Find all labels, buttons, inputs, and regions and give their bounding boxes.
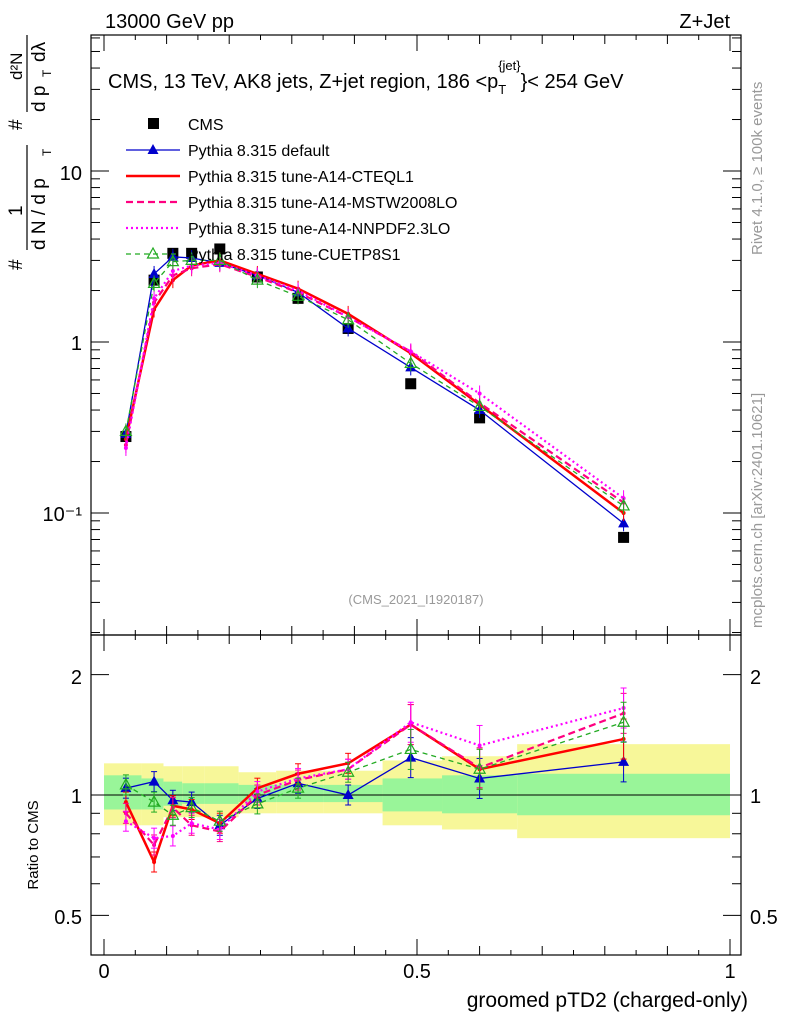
ylabel-T2: T [40,69,54,77]
ratio-point-cuetp-6 [291,780,305,793]
ratio-point-cuetp-8 [404,742,418,755]
legend-marker-data [148,118,159,129]
series-group [119,243,631,873]
ratio-point-cuetp-10 [617,715,631,727]
ratio-point-cteql1-1 [152,859,157,864]
point-cuetp-5 [250,272,264,285]
ratio-point-cuetp-0 [119,777,133,790]
ytick-ratio-1: 1 [71,786,82,808]
band-inner-7 [323,784,383,803]
ratio-point-cuetp-5 [250,796,264,809]
point-cuetp-6 [291,289,305,301]
ylabel-dpT: d p [29,86,50,112]
legend-marker-default [147,144,159,154]
point-default-1 [148,267,160,278]
ylabel-dN: d N / d p [29,178,50,250]
analysis-watermark: (CMS_2021_I1920187) [348,592,483,607]
ytick-ratio-05: 0.5 [54,907,82,929]
ratio-point-nnpdf-1 [152,836,157,841]
point-cuetp-10 [617,498,631,511]
legend-label-default: Pythia 8.315 default [188,143,330,160]
point-cuetp-9 [473,399,487,412]
line-default [125,256,624,524]
ytick-main-10: 10 [60,163,82,185]
point-cuetp-4 [213,253,227,266]
point-nnpdf-2 [170,269,175,274]
ytick-ratio-right-2: 2 [750,667,761,689]
ylabel-T: T [40,148,54,156]
axes [91,35,741,955]
line-nnpdf [124,261,625,500]
ytick-main-01: 10⁻¹ [43,504,83,526]
ratio-point-nnpdf-5 [255,789,260,794]
line-mstw [124,263,625,504]
point-nnpdf-9 [477,391,482,396]
main-ylabel: # 1 d N / d p T # d²N d p T dλ [6,35,54,270]
point-nnpdf-1 [152,296,157,301]
ratio-point-cuetp-1 [147,794,161,807]
line-cteql1 [124,259,625,514]
ylabel-dl: dλ [29,41,50,62]
header-right: Z+Jet [679,11,730,33]
ylabel-hash2: # [6,119,27,130]
mcplots-label: mcplots.cern.ch [arXiv:2401.10621] [749,393,766,628]
ratio-ylabel: Ratio to CMS [25,800,42,889]
point-cuetp-1 [147,276,161,289]
title-sub: T [498,82,506,97]
plot-title: CMS, 13 TeV, AK8 jets, Z+jet region, 186… [108,58,624,97]
title-sup: {jet} [498,58,521,73]
ratio-point-nnpdf-0 [123,819,128,824]
ratio-point-nnpdf-3 [189,821,194,826]
band-inner-3 [182,783,205,804]
data-point-8 [405,378,417,390]
ratio-point-cuetp-7 [341,764,355,777]
band-inner-0 [104,775,142,810]
title-end: }< 254 GeV [521,71,625,93]
ytick-ratio-2: 2 [71,667,82,689]
point-nnpdf-8 [408,349,413,354]
ratio-point-cuetp-2 [166,807,180,820]
ratio-point-cuetp-3 [185,800,199,813]
point-cuetp-2 [166,254,180,267]
ytick-ratio-right-05: 0.5 [750,907,778,929]
ytick-main-1: 1 [71,333,82,355]
point-nnpdf-0 [123,445,128,450]
ratio-point-cuetp-9 [473,761,487,774]
ylabel-d2N: d²N [7,53,26,80]
ratio-point-default-7 [342,789,354,799]
point-cuetp-7 [341,312,355,325]
ratio-point-cuetp-4 [213,813,227,826]
rivet-label: Rivet 4.1.0, ≥ 100k events [749,82,766,255]
xtick-0: 0 [98,961,109,983]
data-point-10 [618,531,630,543]
x-axis-label: groomed pTD2 (charged-only) [467,989,748,1012]
line-cuetp [125,259,624,507]
xtick-05: 0.5 [403,961,431,983]
legend-marker-cuetp [146,246,160,259]
legend-label-mstw: Pythia 8.315 tune-A14-MSTW2008LO [188,195,457,212]
ytick-ratio-right-1: 1 [750,786,761,808]
ratio-point-nnpdf-2 [170,833,175,838]
ratio-point-nnpdf-9 [477,743,482,748]
title-main: CMS, 13 TeV, AK8 jets, Z+jet region, 186… [108,71,498,93]
band-inner-4 [204,783,239,804]
point-cuetp-3 [185,253,199,266]
ratio-point-nnpdf-8 [408,720,413,725]
legend-label-nnpdf: Pythia 8.315 tune-A14-NNPDF2.3LO [188,221,450,238]
xtick-1: 1 [724,961,735,983]
data-point-4 [214,243,226,255]
point-cuetp-8 [404,356,418,368]
legend-label-cteql1: Pythia 8.315 tune-A14-CTEQL1 [188,169,414,186]
header-left: 13000 GeV pp [105,11,234,33]
ylabel-one: 1 [6,205,27,216]
ratio-point-default-1 [148,775,160,786]
legend-label-data: CMS [188,117,224,134]
ratio-point-default-10 [618,755,630,766]
legend: CMS Pythia 8.315 default Pythia 8.315 tune… [126,117,457,264]
ylabel-hash: # [6,259,27,270]
point-cuetp-0 [119,424,133,437]
point-default-10 [618,517,630,528]
legend-label-cuetp: Pythia 8.315 tune-CUETP8S1 [188,247,401,264]
